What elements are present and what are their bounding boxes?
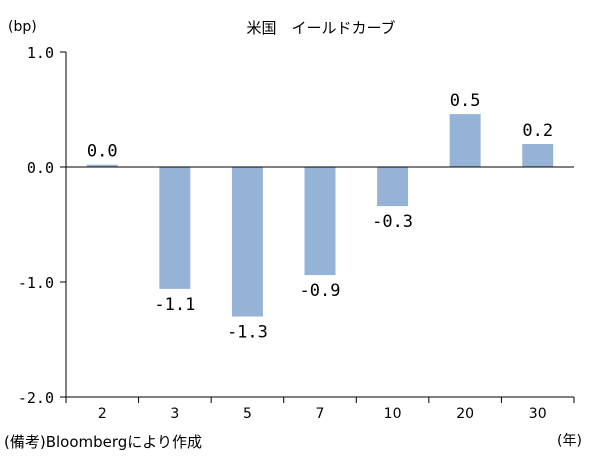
data-labels: 0.0 -1.1 -1.3 -0.9 -0.3 0.5 0.2	[87, 91, 553, 342]
x-tick-label: 5	[243, 406, 252, 422]
data-label: 0.5	[450, 91, 481, 111]
data-label: 0.2	[522, 121, 553, 141]
bar-3	[159, 167, 191, 289]
x-tick-label: 2	[98, 406, 107, 422]
bar-2	[86, 164, 118, 167]
y-tick-label: -1.0	[18, 274, 54, 292]
x-axis-ticks: 2 3 5 7 10 20 30	[65, 397, 575, 422]
data-label: -1.3	[227, 323, 268, 343]
data-label: -0.3	[372, 212, 413, 232]
y-axis-unit-label: (bp)	[8, 19, 37, 35]
data-label: 0.0	[87, 142, 118, 162]
x-tick-label: 10	[384, 406, 402, 422]
x-tick-label: 7	[316, 406, 325, 422]
bar-10	[377, 167, 409, 207]
y-tick-label: 1.0	[27, 44, 54, 62]
y-tick-label: 0.0	[27, 159, 54, 177]
x-tick-label: 3	[170, 406, 179, 422]
x-tick-label: 30	[529, 406, 547, 422]
chart-title: 米国 イールドカーブ	[246, 19, 395, 37]
data-label: -0.9	[300, 281, 341, 301]
footnote: (備考)Bloombergにより作成	[4, 433, 203, 451]
y-axis-ticks: 1.0 0.0 -1.0 -2.0	[18, 44, 66, 407]
x-axis-unit-label: (年)	[557, 433, 582, 449]
bar-5	[231, 167, 263, 317]
bar-20	[449, 114, 481, 167]
x-tick-label: 20	[456, 406, 474, 422]
bars	[86, 114, 554, 317]
y-tick-label: -2.0	[18, 389, 54, 407]
data-label: -1.1	[154, 295, 195, 315]
bar-30	[522, 144, 554, 167]
bar-7	[304, 167, 336, 276]
